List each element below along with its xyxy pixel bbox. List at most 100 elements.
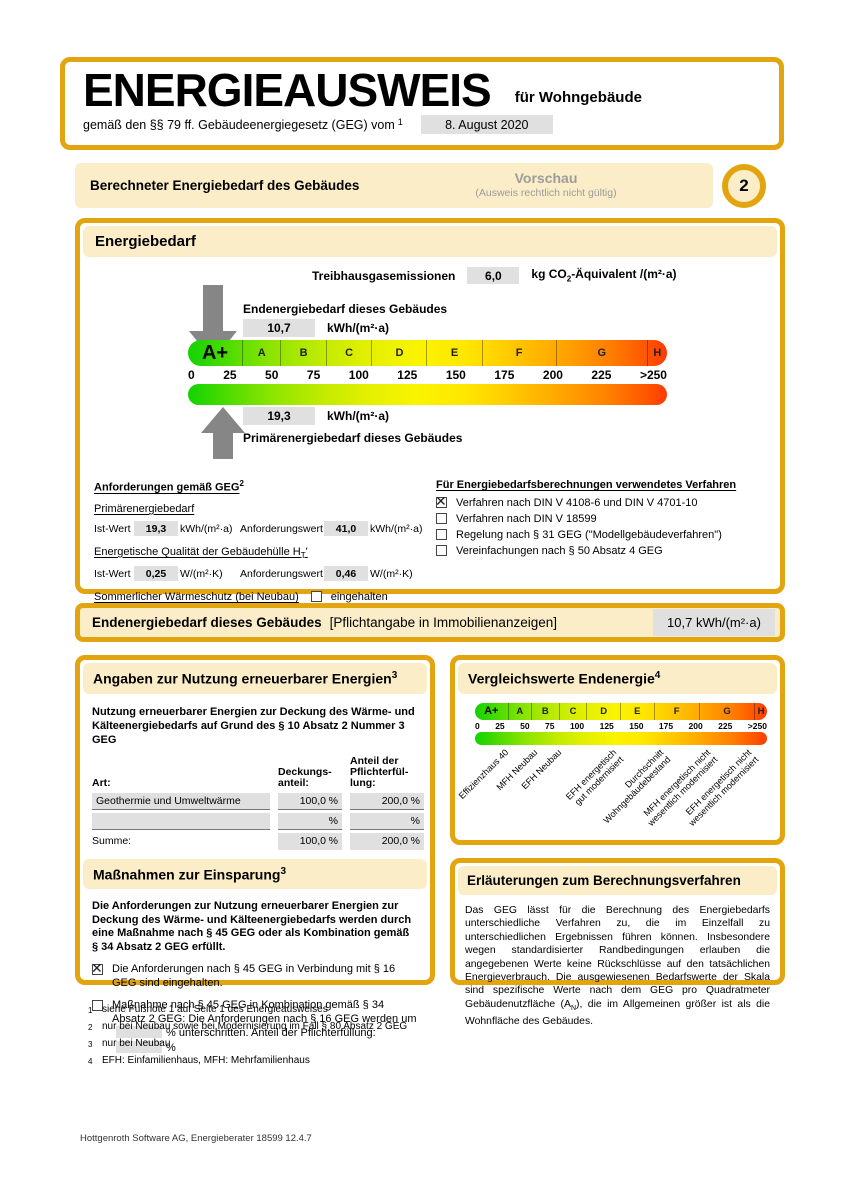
tick: 175 bbox=[658, 720, 674, 731]
art-cell: Geothermie und Umweltwärme bbox=[92, 792, 270, 810]
law-date-field: 8. August 2020 bbox=[420, 115, 553, 135]
checkbox-mark: ✕ bbox=[91, 960, 103, 977]
scale-segment-b: B bbox=[281, 340, 327, 366]
class-label: H bbox=[757, 705, 765, 717]
class-label: G bbox=[723, 705, 731, 717]
envelope-quality-subheading-text: Energetische Qualität der Gebäudehülle H… bbox=[94, 545, 308, 560]
end-energy-banner-label: Endenergiebedarf dieses Gebäudes bbox=[92, 615, 322, 630]
class-label: C bbox=[345, 347, 354, 359]
measure-checkbox-kombination[interactable] bbox=[92, 1000, 103, 1012]
energy-gradient-bar bbox=[188, 384, 667, 405]
explanations-section: Erläuterungen zum Berechnungsverfahren D… bbox=[450, 858, 785, 1027]
comparison-footnote-marker: 4 bbox=[654, 670, 661, 681]
scale-segment-d: D bbox=[372, 340, 428, 366]
ghg-unit: kg CO2-Äquivalent /(m²·a) bbox=[531, 267, 676, 283]
percent-input-field[interactable] bbox=[116, 1040, 162, 1053]
class-label: B bbox=[299, 347, 308, 359]
actual-value-field: 0,25 bbox=[134, 566, 178, 582]
renewables-body: Nutzung erneuerbarer Energien zur Deckun… bbox=[80, 697, 430, 856]
method-checkbox-vereinfachungen[interactable] bbox=[436, 545, 447, 556]
cell-unit: % bbox=[410, 794, 420, 807]
tick: 25 bbox=[495, 720, 505, 731]
footnote: 1 siehe Fußnote 1 auf Seite 1 des Energie… bbox=[88, 1002, 407, 1019]
class-label: A bbox=[257, 347, 266, 359]
table-row: Geothermie und Umweltwärme 100,0% 200,0% bbox=[92, 792, 424, 810]
renewables-title-text: Angaben zur Nutzung erneuerbarer Energie… bbox=[93, 670, 392, 687]
cell-unit: % bbox=[328, 794, 338, 807]
class-label: F bbox=[673, 705, 680, 717]
comparison-title-text: Vergleichswerte Endenergie bbox=[468, 670, 655, 687]
footnote: 4 EFH: Einfamilienhaus, MFH: Mehrfamilien… bbox=[88, 1053, 407, 1070]
scale-segment-e: E bbox=[427, 340, 483, 366]
class-label: E bbox=[634, 705, 641, 717]
end-energy-banner-note: [Pflichtangabe in Immobilienanzeigen] bbox=[329, 615, 557, 630]
scale-segment-c: C bbox=[327, 340, 373, 366]
summer-heat-protection-checkbox[interactable] bbox=[310, 591, 322, 603]
column-header-pflichterfuellung: Anteil der Pflichterfül- lung: bbox=[350, 754, 409, 789]
cell-unit: % bbox=[328, 814, 338, 827]
comparison-reference-labels: Effizienzhaus 40 MFH Neubau EFH Neubau E… bbox=[457, 747, 767, 846]
renewables-table: Art: Deckungs- anteil: Anteil der Pflich… bbox=[92, 755, 424, 850]
end-energy-value-field: 10,7 bbox=[243, 319, 315, 337]
percent-input-field[interactable] bbox=[116, 1026, 162, 1039]
measure-option-label: Die Anforderungen nach § 45 GEG in Verbi… bbox=[112, 963, 396, 989]
class-label: F bbox=[515, 347, 523, 359]
tick: 225 bbox=[591, 368, 612, 382]
arrow-shaft bbox=[213, 433, 233, 459]
art-cell bbox=[92, 812, 270, 830]
energy-class-scale: A+ A B C D E F G H bbox=[188, 340, 667, 366]
class-label: A bbox=[516, 705, 524, 717]
method-checkbox-din4108[interactable]: ✕ bbox=[435, 494, 447, 508]
explanations-text-pre: Das GEG lässt für die Berechnung des Ene… bbox=[465, 905, 770, 1010]
requirement-value-field: 41,0 bbox=[324, 521, 368, 537]
column-header-deckungsanteil: Deckungs- anteil: bbox=[278, 765, 332, 789]
comparison-body: A+ A B C D E F G H 0 25 50 75 100 125 15… bbox=[455, 697, 780, 852]
deckung-cell: % bbox=[278, 812, 342, 830]
scale-segment-a: A bbox=[509, 702, 532, 720]
primary-energy-label: Primärenergiebedarf dieses Gebäudes bbox=[243, 431, 463, 445]
unit-label: W/(m²·K) bbox=[370, 567, 413, 580]
method-checkbox-din18599[interactable] bbox=[436, 513, 447, 524]
tick: 75 bbox=[545, 720, 555, 731]
end-energy-banner-value-field: 10,7 kWh/(m²·a) bbox=[653, 609, 775, 636]
measure-text-part: Maßnahme nach § 45 GEG in Kombination ge… bbox=[112, 999, 417, 1025]
tick: >250 bbox=[639, 368, 667, 382]
cell-value: 200,0 bbox=[381, 794, 408, 807]
scale-segment-b: B bbox=[532, 702, 560, 720]
envelope-label-post: ' bbox=[305, 545, 308, 558]
primary-energy-pointer-arrow-icon bbox=[201, 407, 245, 459]
footnote-text: nur bei Neubau bbox=[102, 1038, 171, 1049]
cell-unit: % bbox=[410, 814, 420, 827]
page-number-badge: 2 bbox=[722, 164, 766, 208]
comparison-class-scale: A+ A B C D E F G H bbox=[475, 702, 767, 720]
title-box: ENERGIEAUSWEIS für Wohngebäude gemäß den… bbox=[60, 57, 784, 150]
method-option-label: Vereinfachungen nach § 50 Absatz 4 GEG bbox=[456, 545, 663, 557]
actual-value-field: 19,3 bbox=[134, 521, 178, 537]
tick: 100 bbox=[569, 720, 585, 731]
requirement-value-field: 0,46 bbox=[324, 566, 368, 582]
banner-title: Berechneter Energiebedarf des Gebäudes bbox=[90, 178, 360, 193]
arrow-head bbox=[201, 407, 245, 433]
measure-checkbox-45geg[interactable]: ✕ bbox=[91, 960, 103, 977]
method-checkbox-modellgebaeude[interactable] bbox=[436, 529, 447, 540]
measures-section-title: Maßnahmen zur Einsparung3 bbox=[83, 858, 427, 890]
tick: 0 bbox=[475, 720, 480, 731]
method-option-row: Vereinfachungen nach § 50 Absatz 4 GEG bbox=[436, 545, 784, 557]
software-credit-footer: Hottgenroth Software AG, Energieberater … bbox=[80, 1133, 312, 1144]
requirements-footnote-marker: 2 bbox=[239, 479, 244, 488]
method-option-label: Verfahren nach DIN V 18599 bbox=[456, 513, 597, 525]
tick: 175 bbox=[494, 368, 515, 382]
energiebedarf-section-title: Energiebedarf bbox=[83, 226, 777, 257]
table-row: % % bbox=[92, 812, 424, 830]
measure-text-part: unterschritten. Anteil der Pflichterfüll… bbox=[178, 1027, 376, 1040]
scale-segment-g: G bbox=[700, 702, 756, 720]
arrow-shaft bbox=[203, 285, 223, 331]
sum-anteil-cell: 200,0% bbox=[350, 832, 424, 850]
tick: 200 bbox=[542, 368, 563, 382]
summer-heat-protection-row: Sommerlicher Wärmeschutz (bei Neubau) ei… bbox=[94, 591, 430, 603]
anteil-cell: % bbox=[350, 812, 424, 830]
tick: 25 bbox=[223, 368, 237, 382]
tick: 50 bbox=[520, 720, 530, 731]
law-reference-row: gemäß den §§ 79 ff. Gebäudeenergiegesetz… bbox=[83, 115, 763, 135]
class-label: D bbox=[395, 347, 404, 359]
